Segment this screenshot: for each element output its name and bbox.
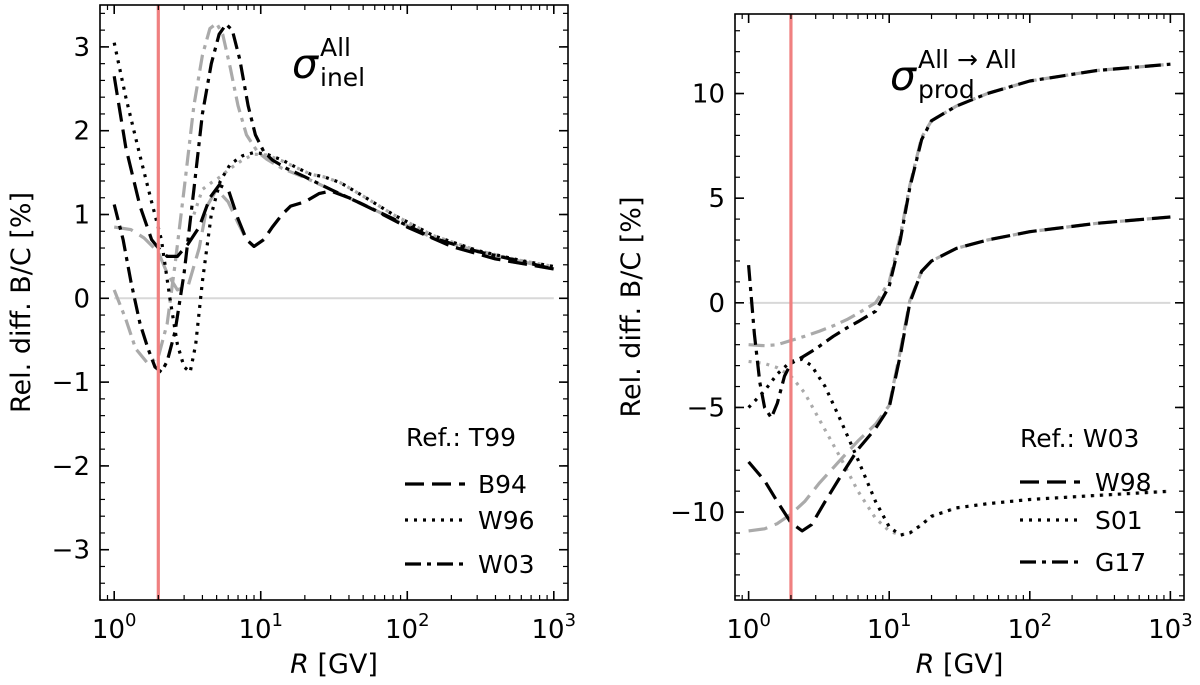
svg-text:prod: prod [918, 75, 975, 104]
right-panel: −10 −5 0 5 10 100 101 102 103 R [GV] Rel. diff. B/… [616, 13, 1193, 680]
y-axis-label: Rel. diff. B/C [%] [616, 196, 647, 417]
x-tick-label: 102 [1008, 610, 1053, 645]
svg-text:σ: σ [292, 40, 320, 88]
x-tick-label: 100 [726, 610, 771, 645]
svg-text:All → All: All → All [918, 45, 1017, 74]
y-tick-label: 0 [73, 284, 90, 314]
svg-text:σ: σ [890, 52, 918, 100]
legend-title: Ref.: W03 [1020, 424, 1139, 453]
y-tick-label: 3 [73, 33, 90, 63]
y-tick-label: −3 [52, 536, 90, 566]
y-tick-label: 10 [692, 80, 725, 110]
series-line-dashed-black [747, 215, 1171, 533]
x-axis-label: R [GV] [916, 649, 1004, 680]
series-line-dashed-black [112, 75, 555, 271]
legend-entry-label: W96 [478, 506, 535, 535]
series-line-dotted-black [112, 42, 555, 374]
x-tick-label: 101 [867, 610, 912, 645]
y-tick-label: 0 [708, 289, 725, 319]
axes-frame [734, 13, 1185, 601]
legend-entry-label: B94 [478, 470, 527, 499]
x-axis-label: R [GV] [290, 649, 378, 680]
x-tick-label: 103 [532, 610, 577, 645]
legend-entry-label: W03 [478, 550, 535, 579]
left-panel: −3 −2 −1 0 1 2 3 100 101 102 103 R [GV] Rel. diff. B… [6, 4, 577, 680]
x-tick-label: 102 [385, 610, 430, 645]
axes-frame [99, 4, 569, 601]
x-tick-label: 100 [92, 610, 137, 645]
series-line-dashdot-black [112, 22, 555, 374]
legend-entry-label: W98 [1095, 468, 1152, 497]
series-line-dashdot-black [747, 62, 1171, 420]
y-tick-label: 2 [73, 117, 90, 147]
y-tick-label: 1 [73, 201, 90, 231]
svg-text:inel: inel [320, 63, 365, 92]
legend: Ref.: T99 B94 W96 W03 [405, 423, 535, 579]
series-line-dashed-gray [113, 187, 555, 292]
legend-title: Ref.: T99 [406, 423, 516, 452]
y-axis-label: Rel. diff. B/C [%] [6, 192, 37, 413]
series-line-dotted-gray [192, 152, 555, 269]
legend-entry-label: S01 [1095, 506, 1143, 535]
svg-text:All: All [320, 33, 351, 62]
legend-entry-label: G17 [1095, 548, 1146, 577]
y-tick-label: −2 [52, 452, 90, 482]
y-tick-label: −10 [670, 498, 725, 528]
y-tick-label: 5 [708, 184, 725, 214]
series-line-dashdot-gray [748, 62, 1171, 348]
y-tick-label: −5 [687, 393, 725, 423]
legend: Ref.: W03 W98 S01 G17 [1020, 424, 1152, 577]
y-tick-label: −1 [52, 368, 90, 398]
x-tick-label: 103 [1148, 610, 1193, 645]
series-line-dashed-gray [748, 215, 1171, 533]
x-tick-label: 101 [238, 610, 283, 645]
